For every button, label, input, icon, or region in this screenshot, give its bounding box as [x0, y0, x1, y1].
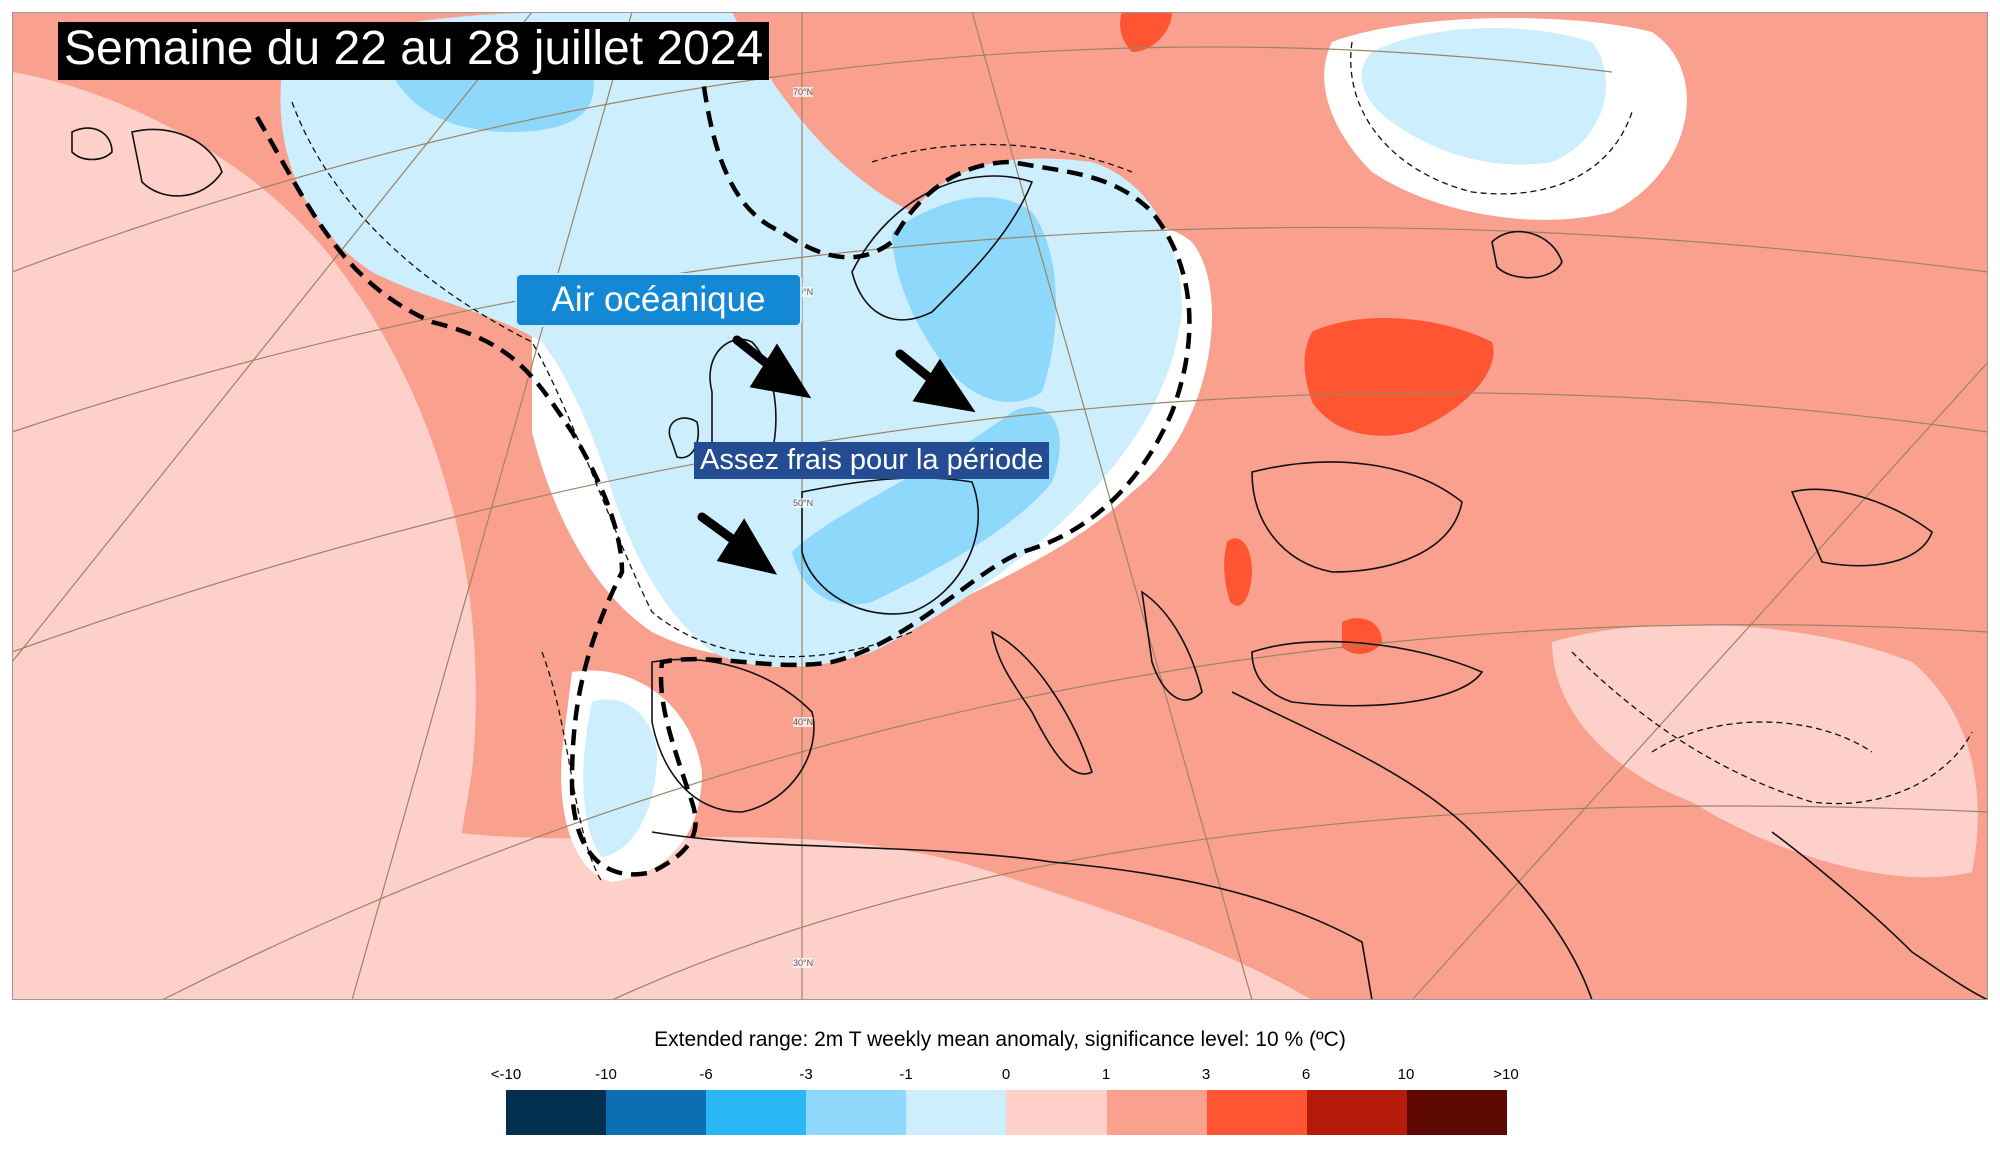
legend-swatch	[1206, 1090, 1307, 1135]
light-warm-zone-east	[1552, 624, 1978, 878]
legend-tick: -3	[799, 1066, 813, 1083]
direction-arrows	[697, 335, 976, 575]
cool-period-callout: Assez frais pour la période	[694, 442, 1050, 479]
legend-tick: -10	[595, 1066, 617, 1083]
legend-tick: 3	[1201, 1066, 1211, 1083]
legend-swatch	[506, 1090, 607, 1135]
legend-swatch	[1006, 1090, 1107, 1135]
cool-area-outline	[255, 71, 1192, 877]
legend-swatch	[1106, 1090, 1207, 1135]
lat-label-70: 70°N	[793, 87, 814, 97]
legend-swatch	[706, 1090, 807, 1135]
hot-zone-russia	[1304, 318, 1494, 436]
legend-tick: <-10	[490, 1066, 522, 1083]
hot-zone-balkans	[1224, 538, 1252, 606]
page-title: Semaine du 22 au 28 juillet 2024	[58, 22, 770, 81]
legend-tick: 0	[1001, 1066, 1011, 1083]
legend-tick: 6	[1301, 1066, 1311, 1083]
ocean-air-callout: Air océanique	[515, 273, 802, 327]
legend-swatch	[1306, 1090, 1407, 1135]
light-warm-zone-north-atlantic	[24, 175, 236, 364]
legend-swatch	[606, 1090, 707, 1135]
colder-zone-scandinavia	[892, 197, 1056, 402]
arrow-icon	[895, 349, 976, 413]
legend-swatch	[906, 1090, 1007, 1135]
hot-zone-turkey	[1342, 618, 1382, 654]
legend-tick: -6	[699, 1066, 713, 1083]
anomaly-map	[12, 12, 1988, 1000]
legend-swatch	[806, 1090, 907, 1135]
lat-label-40: 40°N	[793, 717, 814, 727]
legend-swatch	[1406, 1090, 1507, 1135]
legend-tick: 1	[1101, 1066, 1111, 1083]
legend-tick: >10	[1493, 1066, 1519, 1083]
graticule	[12, 12, 1988, 1000]
legend-tick: -1	[899, 1066, 913, 1083]
hot-zone-north	[1120, 12, 1172, 52]
arrow-icon	[697, 512, 778, 575]
map-frame	[12, 12, 1988, 1000]
legend-title: Extended range: 2m T weekly mean anomaly…	[654, 1028, 1346, 1051]
lat-label-60: 60°N	[793, 287, 814, 297]
light-warm-zone-south	[452, 832, 1312, 1000]
arrow-icon	[732, 335, 812, 399]
legend-tick: 10	[1397, 1066, 1415, 1083]
cool-zone-north	[1361, 28, 1607, 165]
lat-label-50: 50°N	[793, 498, 814, 508]
coastlines	[71, 127, 1988, 1000]
legend-colorbar	[506, 1090, 1507, 1135]
lat-label-30: 30°N	[793, 958, 814, 968]
cool-zone-iberia	[583, 699, 657, 857]
